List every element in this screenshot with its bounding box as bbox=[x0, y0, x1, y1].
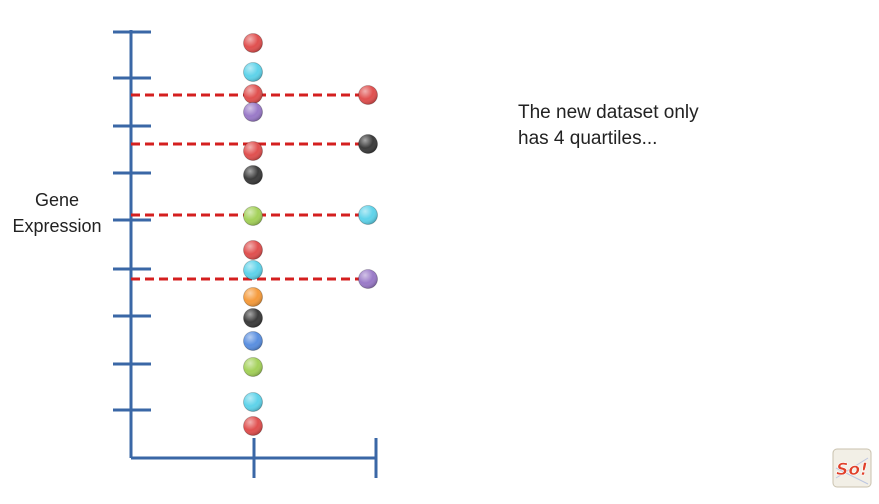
left-column-dot bbox=[243, 260, 263, 280]
right-column-dot bbox=[358, 269, 378, 289]
left-column-dot bbox=[243, 102, 263, 122]
left-column-dot bbox=[243, 392, 263, 412]
explanation-text: The new dataset only has 4 quartiles... bbox=[518, 100, 778, 152]
y-axis-label-line2: Expression bbox=[12, 216, 102, 236]
left-column-dot bbox=[243, 240, 263, 260]
left-column-dot bbox=[243, 416, 263, 436]
channel-logo-icon: So! bbox=[832, 448, 872, 488]
left-column-dot bbox=[243, 141, 263, 161]
left-column-dot bbox=[243, 33, 263, 53]
left-column-dot bbox=[243, 84, 263, 104]
right-column-dot bbox=[358, 134, 378, 154]
y-axis-label: Gene Expression bbox=[2, 187, 112, 239]
explanation-line1: The new dataset only bbox=[518, 102, 699, 123]
explanation-line2: has 4 quartiles... bbox=[518, 128, 658, 149]
left-column-dot bbox=[243, 331, 263, 351]
y-axis-label-line1: Gene bbox=[34, 190, 80, 210]
svg-text:So!: So! bbox=[836, 460, 868, 480]
left-column-dot bbox=[243, 308, 263, 328]
left-column-dot bbox=[243, 165, 263, 185]
left-column-dot bbox=[243, 62, 263, 82]
right-column-dot bbox=[358, 85, 378, 105]
left-column-dot bbox=[243, 357, 263, 377]
left-column-dot bbox=[243, 287, 263, 307]
right-column-dot bbox=[358, 205, 378, 225]
left-column-dot bbox=[243, 206, 263, 226]
